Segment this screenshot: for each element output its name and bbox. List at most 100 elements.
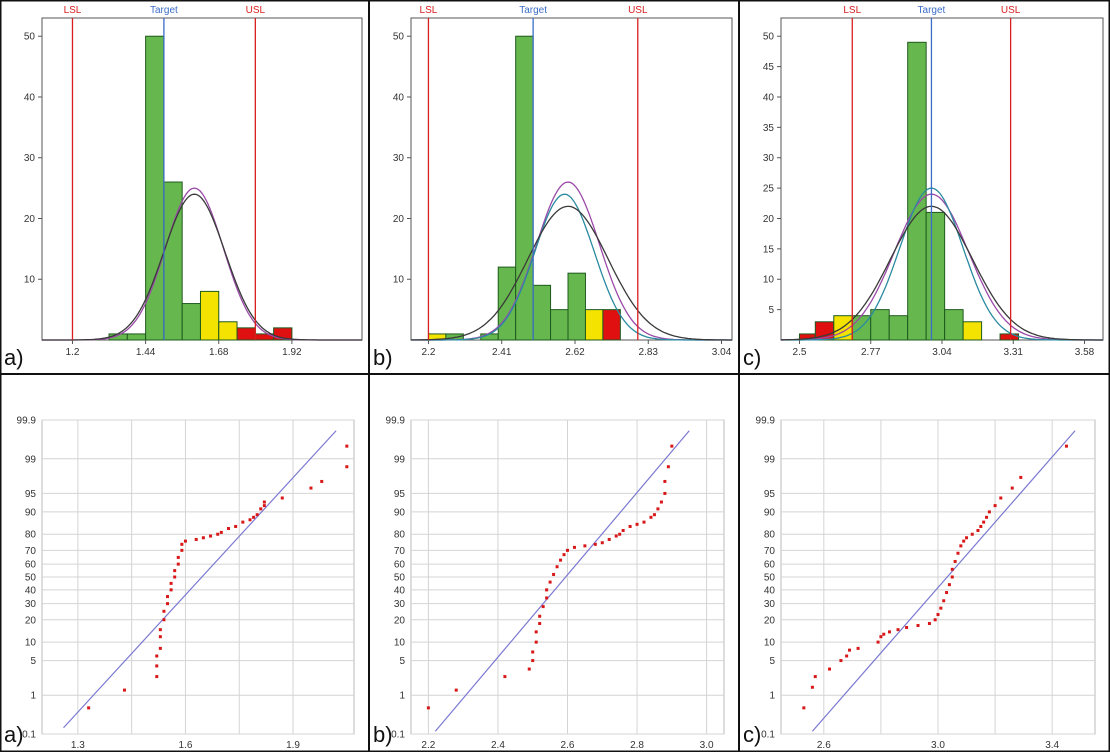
data-point <box>538 622 542 626</box>
y-tick-label: 80 <box>25 530 37 541</box>
x-tick-label: 3.04 <box>712 347 732 358</box>
y-tick-label: 50 <box>394 573 406 584</box>
x-tick-label: 2.8 <box>630 740 644 751</box>
data-point <box>845 654 849 658</box>
y-tick-label: 40 <box>394 585 406 596</box>
data-point <box>527 667 531 671</box>
data-point <box>555 565 559 569</box>
data-point <box>802 706 806 710</box>
histogram-panel: LSL Target USL 10 20 30 40 50 2.2 2.41 2.62 2.83 3.0… <box>373 5 733 370</box>
y-tick-label: 60 <box>25 560 37 571</box>
y-tick-label: 95 <box>764 489 776 500</box>
fit-curve <box>781 193 1103 341</box>
fit-curve <box>411 193 732 341</box>
y-tick-label: 80 <box>394 530 406 541</box>
data-point <box>572 545 576 549</box>
data-point <box>562 553 566 557</box>
data-point <box>810 685 814 689</box>
histogram-bar <box>181 303 201 341</box>
data-point <box>162 618 166 622</box>
data-point <box>876 640 880 644</box>
reference-line <box>63 430 337 729</box>
data-point <box>320 479 324 483</box>
y-tick-label: 99 <box>764 454 776 465</box>
y-tick-label: 99 <box>25 454 37 465</box>
data-point <box>848 648 852 652</box>
data-point <box>259 507 263 511</box>
y-tick-label: 5 <box>769 656 775 667</box>
data-point <box>169 588 173 592</box>
data-point <box>962 539 966 543</box>
data-point <box>635 522 639 526</box>
histogram-bar <box>497 266 517 341</box>
data-point <box>503 675 507 679</box>
y-tick-label: 40 <box>763 92 775 103</box>
x-tick-label: 1.68 <box>209 347 229 358</box>
data-point <box>155 675 159 679</box>
data-point <box>965 536 969 540</box>
reference-line <box>434 430 690 732</box>
data-point <box>262 504 266 508</box>
data-point <box>659 500 663 504</box>
data-point <box>945 591 949 595</box>
y-tick-label: 70 <box>764 546 776 557</box>
y-tick-label: 99.9 <box>756 416 776 427</box>
y-tick-label: 5 <box>399 656 405 667</box>
data-point <box>534 640 538 644</box>
data-point <box>856 646 860 650</box>
fit-curve <box>411 205 732 341</box>
lsl-label: LSL <box>420 5 438 16</box>
y-tick-label: 35 <box>763 123 775 134</box>
data-point <box>166 595 170 599</box>
data-point <box>1010 486 1014 490</box>
data-point <box>309 486 313 490</box>
x-tick-label: 1.44 <box>136 347 156 358</box>
data-point <box>813 675 817 679</box>
y-tick-label: 90 <box>394 507 406 518</box>
data-point <box>621 528 625 532</box>
data-point <box>950 567 954 571</box>
data-point <box>600 541 604 545</box>
y-tick-label: 90 <box>764 507 776 518</box>
data-point <box>566 548 569 552</box>
y-tick-label: 0.1 <box>391 730 405 741</box>
x-tick-label: 3.4 <box>1045 740 1059 751</box>
data-point <box>545 588 549 592</box>
y-tick-label: 10 <box>763 275 775 286</box>
usl-label: USL <box>628 5 648 16</box>
y-tick-label: 25 <box>763 184 775 195</box>
x-tick-label: 3.04 <box>932 347 952 358</box>
data-point <box>942 599 946 603</box>
y-tick-label: 99.9 <box>386 416 406 427</box>
data-point <box>252 515 256 519</box>
data-point <box>666 465 670 469</box>
y-tick-label: 1 <box>399 691 405 702</box>
y-tick-label: 40 <box>25 585 37 596</box>
histogram-bar <box>236 327 256 341</box>
target-label: Target <box>918 5 946 16</box>
fit-curve <box>781 205 1103 341</box>
histogram-bar <box>944 309 964 341</box>
data-point <box>985 515 989 519</box>
y-tick-label: 80 <box>764 530 776 541</box>
y-tick-label: 5 <box>30 656 36 667</box>
y-tick-label: 30 <box>764 599 776 610</box>
lsl-label: LSL <box>64 5 82 16</box>
usl-label: USL <box>246 5 266 16</box>
histogram-bar <box>218 321 238 341</box>
histogram-panel: LSL Target USL 5 10 15 20 25 30 35 40 45 50 2.5 2.77 3.… <box>743 5 1104 370</box>
data-point <box>953 559 957 563</box>
data-point <box>1064 444 1068 448</box>
x-tick-label: 2.5 <box>793 347 807 358</box>
data-point <box>642 520 646 524</box>
data-point <box>216 532 220 536</box>
lsl-label: LSL <box>843 5 861 16</box>
data-point <box>548 580 552 584</box>
histogram-bar <box>888 315 909 341</box>
data-point <box>158 635 162 639</box>
data-point <box>663 491 667 495</box>
data-point <box>882 632 886 636</box>
